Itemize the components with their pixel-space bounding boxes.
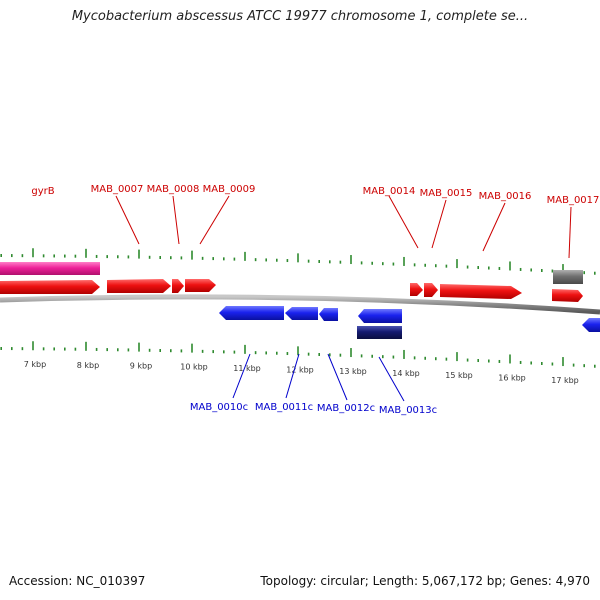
gene-arrow-right-edge[interactable] [582, 318, 600, 332]
gene-arrow-mab-0011c[interactable] [285, 307, 318, 320]
gene-label-mab-0008[interactable]: MAB_0008 [147, 184, 200, 245]
gene-label-text[interactable]: MAB_0009 [203, 184, 256, 195]
leader-line [115, 195, 140, 245]
gene-label-text[interactable]: MAB_0012c [317, 403, 375, 414]
leader-line [232, 353, 251, 399]
genome-summary: Topology: circular; Length: 5,067,172 bp… [260, 574, 590, 588]
gene-label-text[interactable]: MAB_0015 [420, 188, 473, 199]
gene-label-mab-0016[interactable]: MAB_0016 [479, 191, 532, 252]
axis-tick-label: 8 kbp [77, 361, 99, 370]
axis-tick-label: 15 kbp [445, 371, 473, 380]
chromosome-backbone [0, 294, 600, 315]
gene-arrow-mab-0009[interactable] [185, 279, 216, 292]
gene-arrow-mab-0013c[interactable] [358, 309, 402, 323]
gene-label-mab-0012c[interactable]: MAB_0012c [317, 353, 375, 414]
gene-label-text[interactable]: MAB_0014 [363, 186, 416, 197]
gene-label-mab-0011c[interactable]: MAB_0011c [255, 353, 313, 413]
axis-tick-label: 12 kbp [286, 365, 314, 374]
gene-label-text[interactable]: MAB_0013c [379, 405, 437, 416]
reverse-gene-track [219, 306, 600, 332]
upper-tick-track [0, 248, 596, 275]
axis-tick-label: 13 kbp [339, 367, 367, 376]
gene-arrow-mab-0017[interactable] [552, 289, 583, 302]
axis-tick-label: 7 kbp [24, 360, 46, 369]
gene-label-text[interactable]: MAB_0008 [147, 184, 200, 195]
leader-line [378, 356, 405, 402]
gene-arrow-mab-0015[interactable] [424, 283, 438, 297]
gene-label-mab-0015[interactable]: MAB_0015 [420, 188, 473, 249]
axis-tick-label: 17 kbp [551, 376, 579, 385]
leader-line [568, 206, 572, 259]
gene-label-text[interactable]: MAB_0011c [255, 402, 313, 413]
axis-tick-label: 16 kbp [498, 373, 526, 382]
map-title: Mycobacterium abscessus ATCC 19977 chrom… [71, 9, 529, 24]
gene-label-mab-0010c[interactable]: MAB_0010c [190, 353, 251, 413]
gene-label-mab-0017[interactable]: MAB_0017 [547, 195, 600, 259]
gene-label-text[interactable]: MAB_0007 [91, 184, 144, 195]
gene-label-text[interactable]: gyrB [31, 186, 54, 197]
gene-label-mab-0014[interactable]: MAB_0014 [363, 186, 419, 249]
gene-label-mab-0013c[interactable]: MAB_0013c [378, 356, 437, 416]
gene-label-text[interactable]: MAB_0017 [547, 195, 600, 206]
leader-line [388, 195, 419, 249]
axis-tick-label: 10 kbp [180, 363, 208, 372]
gene-label-text[interactable]: MAB_0016 [479, 191, 532, 202]
forward-gene-labels: gyrB MAB_0007 MAB_0008 MAB_0009 MAB_0014… [31, 184, 600, 259]
gene-arrow-mab-0007[interactable] [107, 279, 171, 293]
grey-feature-bar[interactable] [553, 270, 583, 284]
gene-label-text[interactable]: MAB_0010c [190, 402, 248, 413]
gene-arrow-mab-0014[interactable] [410, 283, 423, 296]
axis-tick-label: 14 kbp [392, 369, 420, 378]
gene-label-mab-0009[interactable]: MAB_0009 [199, 184, 256, 245]
leader-line [482, 202, 506, 252]
gene-label-gyrb[interactable]: gyrB [31, 186, 54, 197]
gene-arrow-mab-0016[interactable] [440, 284, 522, 299]
accession-label: Accession: NC_010397 [9, 574, 146, 588]
axis-tick-label: 11 kbp [233, 364, 261, 373]
leader-line [327, 353, 348, 401]
leader-line [285, 353, 300, 399]
dark-gene-bar[interactable] [357, 326, 402, 339]
lower-tick-track [0, 341, 596, 368]
leader-line [431, 199, 447, 249]
axis-tick-label: 9 kbp [130, 362, 152, 371]
leader-line [172, 195, 180, 245]
leader-line [199, 195, 230, 245]
gene-arrow-gyrb[interactable] [0, 280, 100, 294]
axis-tick-labels: 7 kbp 8 kbp 9 kbp 10 kbp 11 kbp 12 kbp 13 kbp 1… [24, 360, 579, 385]
gene-arrow-mab-0012c[interactable] [319, 308, 338, 321]
gene-label-mab-0007[interactable]: MAB_0007 [91, 184, 144, 245]
reverse-gene-labels: MAB_0010c MAB_0011c MAB_0012c MAB_0013c [190, 353, 437, 416]
gene-arrow-mab-0008[interactable] [172, 279, 184, 293]
highlighted-gene-bar[interactable] [0, 262, 100, 275]
forward-gene-track [0, 279, 583, 302]
gene-arrow-mab-0010c[interactable] [219, 306, 284, 320]
